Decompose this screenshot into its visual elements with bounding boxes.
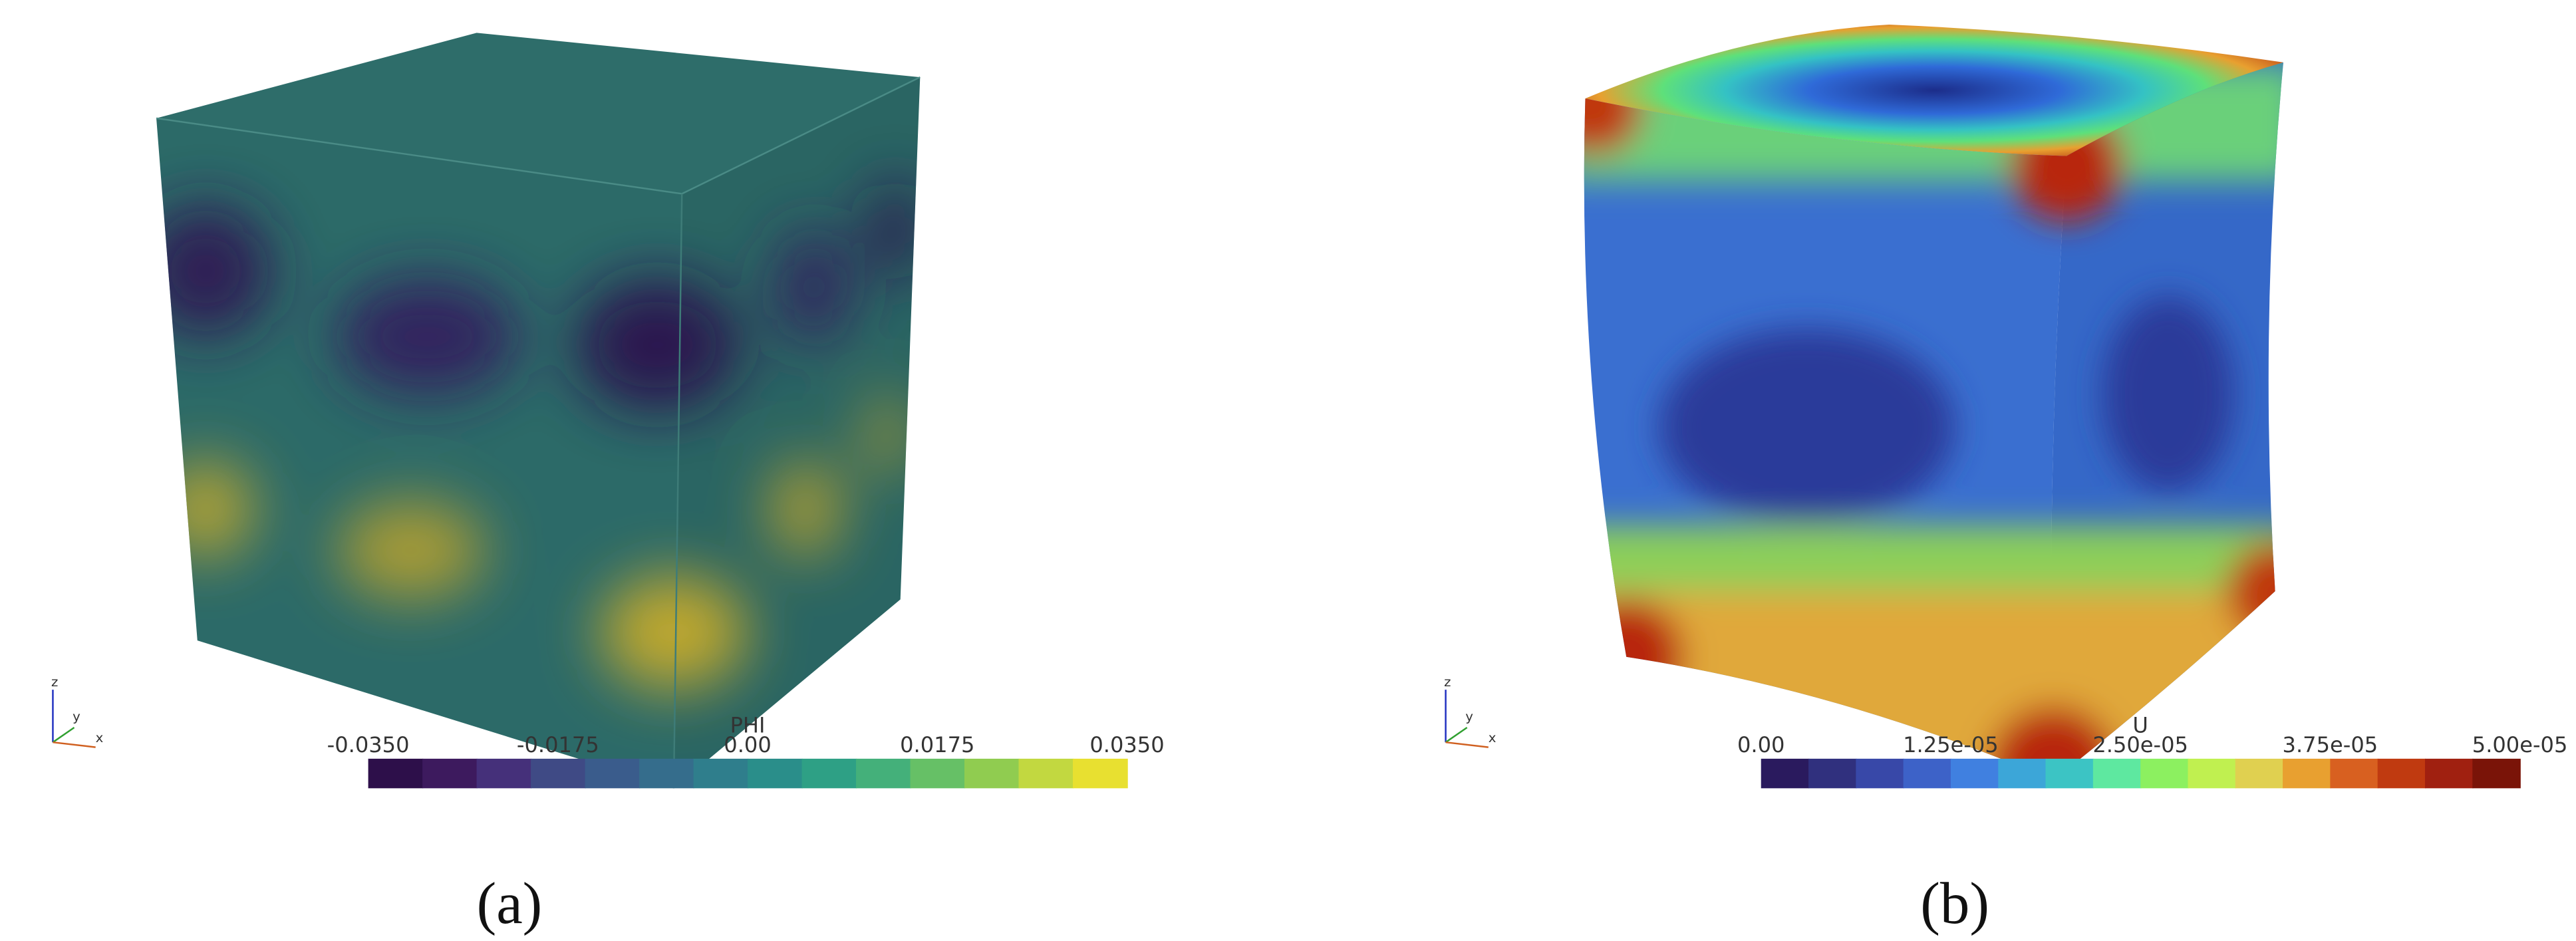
- colorbar-segment: [748, 758, 803, 789]
- colorbar-segment: [2472, 758, 2521, 789]
- cube-b: [1584, 25, 2283, 780]
- colorbar-tick-label: -0.0175: [517, 732, 599, 757]
- colorbar-segment: [964, 758, 1020, 789]
- colorbar-segment: [2045, 758, 2094, 789]
- colorbar-segment: [1073, 758, 1128, 789]
- colorbar-tick-label: -0.0350: [327, 732, 410, 757]
- colorbar-segment: [585, 758, 641, 789]
- axis-label: y: [72, 709, 80, 724]
- colorbar-segment: [910, 758, 966, 789]
- colorbar-segment: [2330, 758, 2378, 789]
- colorbar-segment: [1950, 758, 1999, 789]
- colorbar-title: PHI: [730, 712, 766, 738]
- colorbar-segment: [1761, 758, 1810, 789]
- axis-triad-a: z y x: [51, 674, 104, 748]
- colorbar-segment: [2377, 758, 2426, 789]
- colorbar-segment: [2092, 758, 2142, 789]
- caption: (b): [1920, 871, 1989, 936]
- colorbar-tick-label: 3.75e-05: [2283, 732, 2378, 757]
- colorbar-segment: [1856, 758, 1904, 789]
- colorbar-segment: [1998, 758, 2047, 789]
- colorbar-tick-label: 0.00: [724, 732, 771, 757]
- colorbar-segment: [531, 758, 586, 789]
- colorbar-tick-label: 0.00: [1737, 732, 1785, 757]
- colorbar-segment: [2140, 758, 2189, 789]
- axis-label: z: [51, 674, 58, 690]
- colorbar-segment: [2424, 758, 2474, 789]
- colorbar-tick-label: 0.0175: [900, 732, 974, 757]
- axis-triad-b: z y x: [1444, 674, 1497, 748]
- axis-label: x: [1489, 730, 1497, 745]
- colorbar-segment: [2235, 758, 2284, 789]
- colorbar-segment: [1903, 758, 1952, 789]
- colorbar-tick-label: 1.25e-05: [1903, 732, 1999, 757]
- colorbar-title: U: [2132, 712, 2148, 738]
- colorbar-segment: [476, 758, 532, 789]
- colorbar-segment: [639, 758, 694, 789]
- colorbar-segment: [368, 758, 424, 789]
- colorbar-segment: [2283, 758, 2331, 789]
- colorbar-tick-label: 2.50e-05: [2092, 732, 2188, 757]
- axis-label: z: [1444, 674, 1451, 690]
- axis-label: x: [96, 730, 104, 745]
- cube-a: [156, 33, 921, 789]
- colorbar-segment: [1808, 758, 1857, 789]
- colorbar-segment: [2188, 758, 2236, 789]
- axis-label: y: [1465, 709, 1473, 724]
- colorbar-segment: [856, 758, 911, 789]
- colorbar-tick-label: 5.00e-05: [2472, 732, 2568, 757]
- colorbar-segment: [801, 758, 857, 789]
- colorbar-segment: [693, 758, 749, 789]
- caption: (a): [477, 871, 543, 936]
- colorbar-tick-label: 0.0350: [1089, 732, 1164, 757]
- colorbar-segment: [1018, 758, 1074, 789]
- colorbar-segment: [422, 758, 478, 789]
